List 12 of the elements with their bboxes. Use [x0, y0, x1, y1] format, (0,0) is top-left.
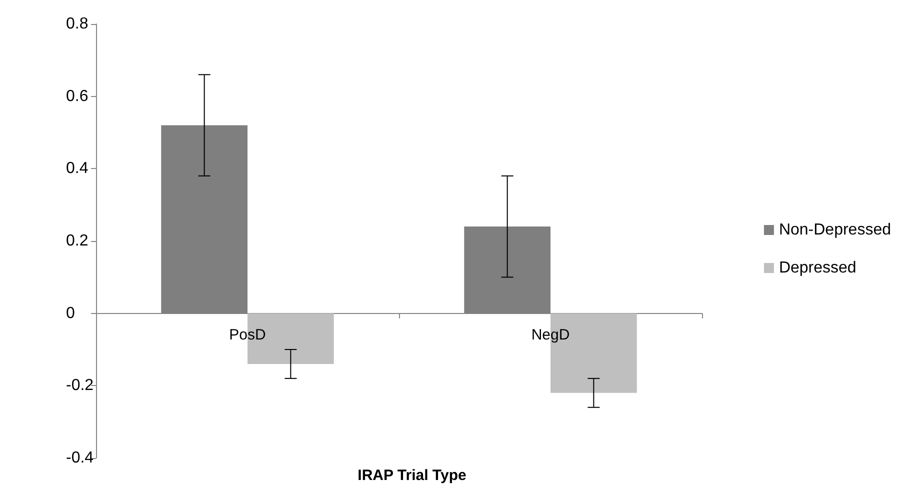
y-tick-label: -0.4 [66, 450, 94, 466]
legend-label: Depressed [778, 260, 856, 276]
y-tick-label: 0 [66, 304, 75, 322]
legend-label: Non-Depressed [778, 222, 892, 238]
y-tick-label: -0.2 [66, 377, 94, 394]
y-tick-label: 0.8 [66, 16, 88, 32]
x-axis-title: IRAP Trial Type [358, 467, 466, 484]
y-tick-label: 0.4 [66, 160, 88, 178]
x-tick-label: PosD [229, 326, 266, 344]
y-tick-label: 0.2 [66, 232, 88, 250]
y-tick-label: 0.6 [66, 88, 88, 105]
x-tick-label: NegD [531, 326, 570, 344]
